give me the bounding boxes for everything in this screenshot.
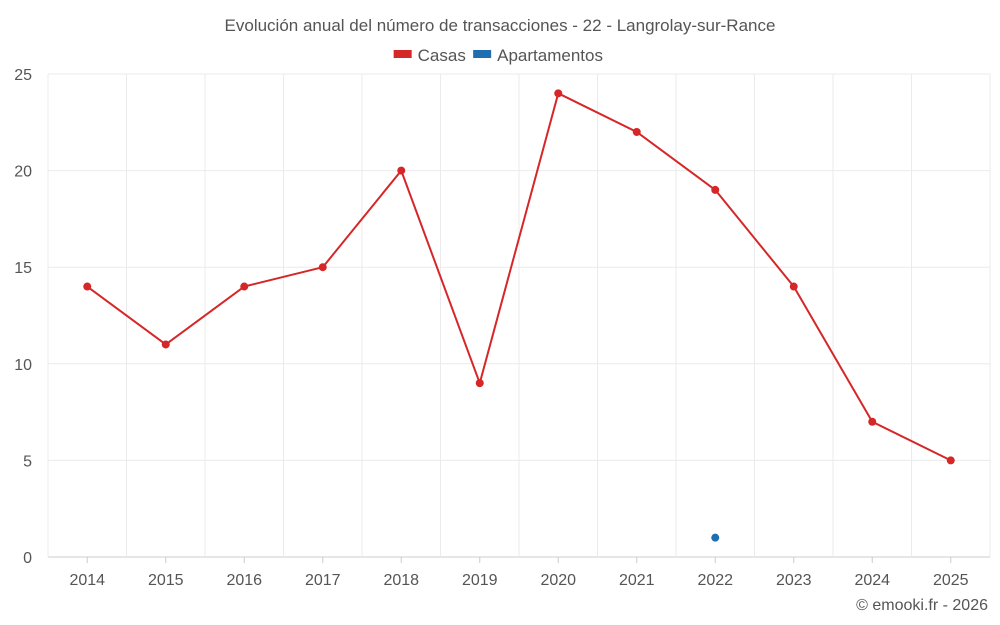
x-tick-label: 2018	[383, 572, 419, 589]
y-axis: 0 5 10 15 20 25	[14, 67, 32, 567]
data-point	[397, 166, 406, 175]
series-layer	[83, 89, 955, 542]
data-point	[240, 282, 249, 291]
data-point	[711, 185, 720, 194]
data-point	[711, 533, 720, 542]
gridlines	[47, 73, 991, 558]
x-tick-label: 2025	[933, 572, 969, 589]
legend-label: Casas	[418, 46, 466, 65]
x-axis: 2014 2015 2016 2017 2018 2019 2020 2021 2022 2023…	[69, 557, 969, 589]
legend: Casas Apartamentos	[393, 46, 603, 65]
x-tick-label: 2020	[540, 572, 576, 589]
data-point	[83, 282, 92, 291]
y-tick-label: 20	[14, 164, 32, 181]
legend-swatch	[473, 50, 492, 58]
y-tick-label: 15	[14, 260, 32, 277]
y-tick-label: 10	[14, 357, 32, 374]
legend-label: Apartamentos	[497, 46, 603, 65]
y-tick-label: 0	[23, 550, 32, 567]
x-tick-label: 2016	[226, 572, 262, 589]
x-tick-label: 2017	[305, 572, 341, 589]
data-point	[946, 456, 955, 465]
data-point	[475, 379, 484, 388]
chart-title: Evolución anual del número de transaccio…	[225, 16, 776, 35]
y-tick-label: 25	[14, 67, 32, 84]
data-point	[789, 282, 798, 291]
data-point	[554, 89, 563, 98]
x-tick-label: 2024	[854, 572, 890, 589]
credit-text: © emooki.fr - 2026	[856, 597, 988, 614]
x-tick-label: 2021	[619, 572, 655, 589]
x-tick-label: 2022	[697, 572, 733, 589]
legend-swatch	[393, 50, 412, 58]
data-point	[161, 340, 170, 349]
data-point	[318, 263, 327, 272]
data-point	[632, 127, 641, 136]
series-line-casas	[86, 92, 952, 462]
x-tick-label: 2015	[148, 572, 184, 589]
y-tick-label: 5	[23, 453, 32, 470]
x-tick-label: 2019	[462, 572, 498, 589]
x-tick-label: 2014	[69, 572, 105, 589]
data-point	[868, 417, 877, 426]
x-tick-label: 2023	[776, 572, 812, 589]
